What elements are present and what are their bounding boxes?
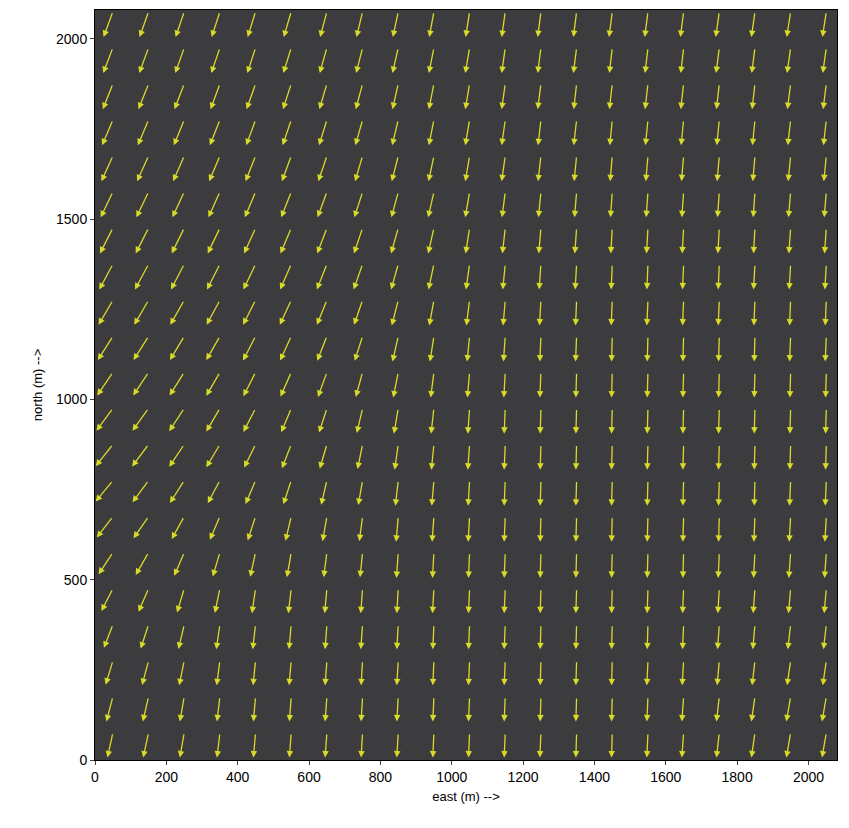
- svg-text:1400: 1400: [579, 769, 610, 785]
- svg-text:1800: 1800: [722, 769, 753, 785]
- svg-text:north (m) -->: north (m) -->: [30, 349, 45, 422]
- svg-text:1600: 1600: [650, 769, 681, 785]
- svg-text:2000: 2000: [56, 31, 87, 47]
- svg-text:2000: 2000: [793, 769, 824, 785]
- svg-text:200: 200: [155, 769, 179, 785]
- svg-text:800: 800: [369, 769, 393, 785]
- svg-text:east (m) -->: east (m) -->: [432, 789, 500, 804]
- svg-text:1500: 1500: [56, 211, 87, 227]
- svg-text:0: 0: [91, 769, 99, 785]
- svg-text:600: 600: [297, 769, 321, 785]
- svg-text:1000: 1000: [436, 769, 467, 785]
- svg-text:400: 400: [226, 769, 250, 785]
- svg-text:0: 0: [79, 752, 87, 768]
- svg-text:1200: 1200: [508, 769, 539, 785]
- svg-text:500: 500: [64, 572, 88, 588]
- svg-text:1000: 1000: [56, 391, 87, 407]
